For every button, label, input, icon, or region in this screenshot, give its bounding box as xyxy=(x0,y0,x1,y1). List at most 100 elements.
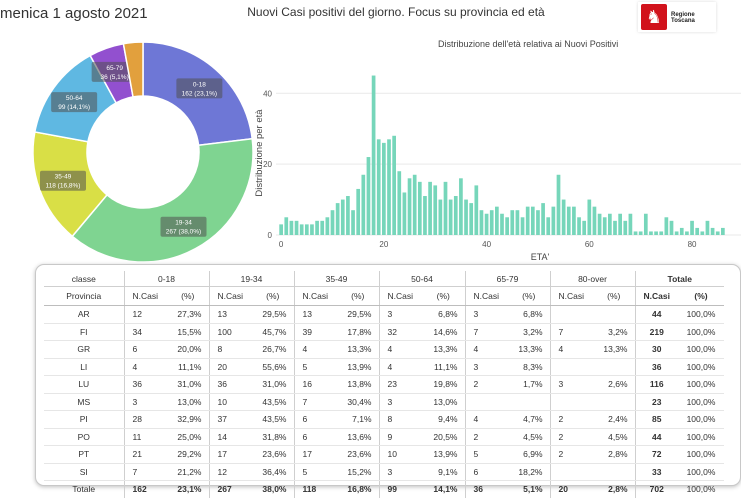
ncasi-value: 7 xyxy=(123,463,167,481)
ncasi-value: 32 xyxy=(378,323,422,341)
table-row: PT 21 29,2% 17 23,6% 17 23,6% 10 13,9% 5 6,9% 2 2,8%… xyxy=(44,445,724,464)
histogram-bar xyxy=(597,213,602,235)
histogram-bar xyxy=(608,213,612,235)
histogram-bar xyxy=(536,210,540,235)
ncasi-header: N.Casi xyxy=(464,286,508,306)
pct-value: 2,8% xyxy=(608,484,628,495)
pct-value: 13,3% xyxy=(422,340,465,359)
histogram-bar xyxy=(500,213,504,235)
ncasi-value: 267 xyxy=(208,480,252,498)
histogram-bar xyxy=(638,231,643,235)
pct-value: 8,3% xyxy=(508,358,550,376)
histogram-bar xyxy=(376,139,381,235)
pct-header: (%) xyxy=(252,286,294,306)
pct-value: 13,8% xyxy=(337,375,379,394)
histogram-bar xyxy=(346,196,350,235)
ncasi-value: 3 xyxy=(378,463,422,481)
histogram-bar xyxy=(715,231,720,235)
pct-value: 31,0% xyxy=(167,375,209,394)
ncasi-value: 4 xyxy=(123,358,167,376)
age-donut-chart: 0-18 162 (23,1%) 19-34 267 (38,0%) 35-49 118 … xyxy=(32,41,254,263)
pct-value xyxy=(508,393,550,411)
pct-value: 13,9% xyxy=(422,445,465,464)
histogram-bar xyxy=(330,210,335,235)
ncasi-value: 6 xyxy=(123,340,167,359)
ncasi-value: 16 xyxy=(293,375,337,394)
pct-value: 26,7% xyxy=(252,340,294,359)
province-name: PO xyxy=(44,428,124,446)
histogram-bar xyxy=(505,217,509,235)
totale-header: Totale xyxy=(634,271,724,287)
age-group-header: 19-34 xyxy=(208,271,294,287)
pct-value: 3,2% xyxy=(593,323,635,341)
ncasi-value: 36 xyxy=(464,480,508,498)
total-pct-value: 100,0% xyxy=(678,305,724,324)
histogram-bar xyxy=(335,203,340,235)
total-pct-value: 100,0% xyxy=(678,445,724,464)
table-row: LU 36 31,0% 36 31,0% 16 13,8% 23 19,8% 2 1,7% 3 2,6%… xyxy=(44,375,724,394)
page-title: Nuovi Casi positivi del giorno. Focus su… xyxy=(247,5,545,19)
histogram-bar xyxy=(310,224,314,235)
histogram-bar xyxy=(392,135,396,235)
ncasi-value: 28 xyxy=(123,410,167,429)
histogram-bar xyxy=(525,206,530,235)
total-ncasi-value: 44 xyxy=(634,428,678,446)
pct-value: 4,7% xyxy=(508,410,550,429)
province-name: LU xyxy=(44,375,124,394)
histogram-bar xyxy=(592,206,597,235)
pct-value: 6,8% xyxy=(508,305,550,324)
pct-value: 2,4% xyxy=(593,410,635,429)
pct-value: 25,0% xyxy=(167,428,209,446)
ncasi-value: 99 xyxy=(378,480,422,498)
age-group-header: 65-79 xyxy=(464,271,550,287)
ncasi-value: 20 xyxy=(549,480,593,498)
province-name: PI xyxy=(44,410,124,429)
ncasi-value: 4 xyxy=(549,340,593,359)
pct-value: 13,0% xyxy=(422,393,465,411)
histogram-bar xyxy=(587,199,592,235)
pct-value: 9,1% xyxy=(422,463,465,481)
ncasi-value: 37 xyxy=(208,410,252,429)
total-pct-value: 100,0% xyxy=(678,463,724,481)
table-row: MS 3 13,0% 10 43,5% 7 30,4% 3 13,0% 23 100,0% xyxy=(44,393,724,411)
table-row: PI 28 32,9% 37 43,5% 6 7,1% 8 9,4% 4 4,7% 2 2,4% 85 10… xyxy=(44,410,724,429)
ncasi-value: 2 xyxy=(549,428,593,446)
pct-value: 16,8% xyxy=(347,484,372,495)
pct-value: 20,5% xyxy=(422,428,465,446)
pct-value: 20,0% xyxy=(167,340,209,359)
histogram-bar xyxy=(433,185,438,235)
histogram-bar xyxy=(423,196,427,235)
donut-slice-19-34 xyxy=(71,137,254,263)
histogram-bar xyxy=(572,206,576,235)
histogram-bar xyxy=(325,217,330,235)
regione-toscana-logo: ♞ Regione Toscana xyxy=(638,2,716,32)
ncasi-value: 23 xyxy=(378,375,422,394)
pct-value: 43,5% xyxy=(252,410,294,429)
histogram-bar xyxy=(679,227,684,235)
x-axis-label: ETA' xyxy=(531,252,550,262)
histogram-bar xyxy=(669,220,674,235)
histogram-bar xyxy=(407,178,412,235)
histogram-title: Distribuzione dell'età relativa ai Nuovi… xyxy=(438,39,619,49)
ncasi-value xyxy=(549,358,593,376)
province-name: GR xyxy=(44,340,124,359)
y-tick-label: 20 xyxy=(263,160,272,169)
ncasi-value: 3 xyxy=(378,393,422,411)
total-ncasi-value: 702 xyxy=(634,480,678,498)
ncasi-value: 21 xyxy=(123,445,167,464)
table-row: SI 7 21,2% 12 36,4% 5 15,2% 3 9,1% 6 18,2% 33 100,0% xyxy=(44,463,724,481)
pct-value: 43,5% xyxy=(252,393,294,411)
histogram-bar xyxy=(289,220,294,235)
donut-label-class: 35-49 xyxy=(55,174,72,181)
pct-value: 55,6% xyxy=(252,358,294,376)
x-tick-label: 0 xyxy=(279,240,284,249)
ncasi-value: 118 xyxy=(293,480,337,498)
pct-value xyxy=(593,358,635,376)
pct-value: 13,0% xyxy=(167,393,209,411)
ncasi-value: 11 xyxy=(123,428,167,446)
pct-value: 38,0% xyxy=(262,484,287,495)
pct-value: 27,3% xyxy=(167,305,209,324)
pct-value: 32,9% xyxy=(167,410,209,429)
ncasi-value: 17 xyxy=(208,445,252,464)
histogram-bar xyxy=(628,213,633,235)
